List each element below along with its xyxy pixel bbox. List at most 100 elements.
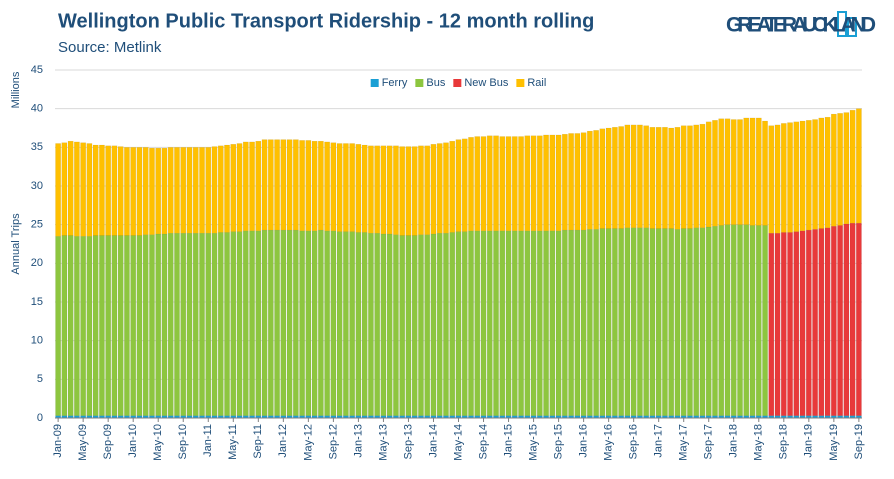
bar-segment xyxy=(355,144,362,233)
bar-segment xyxy=(280,229,287,416)
bar-segment xyxy=(155,147,162,235)
legend: Ferry Bus New Bus Rail xyxy=(370,77,546,89)
bar-segment xyxy=(443,232,449,416)
bar-segment xyxy=(255,140,262,232)
bar-segment xyxy=(380,233,387,416)
bar-segment xyxy=(780,123,787,233)
bar-segment xyxy=(824,227,831,416)
bar-segment xyxy=(455,139,462,232)
bar-segment xyxy=(687,125,693,229)
y-tick-label: 35 xyxy=(31,141,43,153)
logo-text: GREATER AUCKLAND xyxy=(726,14,876,37)
bar-segment xyxy=(655,127,662,229)
x-tick-label: Sep-17 xyxy=(703,424,715,459)
bar-segment xyxy=(618,126,624,229)
bar-segment xyxy=(568,133,574,231)
bar-segment xyxy=(67,235,74,416)
bar-segment xyxy=(649,228,656,416)
bar-segment xyxy=(174,232,180,416)
bar-segment xyxy=(443,142,449,234)
x-tick-label: May-18 xyxy=(753,424,765,461)
x-tick-label: Sep-18 xyxy=(778,424,790,459)
bar-segment xyxy=(849,110,856,224)
bar-segment xyxy=(568,229,574,416)
bar-segment xyxy=(812,119,818,230)
bar-segment xyxy=(192,232,199,416)
bar-segment xyxy=(536,135,543,232)
legend-label: Ferry xyxy=(382,77,408,89)
bar-segment xyxy=(580,229,587,416)
bar-segment xyxy=(618,228,624,416)
bar-segment xyxy=(186,232,193,416)
bar-segment xyxy=(730,119,737,225)
bar-segment xyxy=(374,232,381,416)
bar-segment xyxy=(762,120,768,226)
bar-segment xyxy=(236,231,243,416)
y-tick-label: 5 xyxy=(37,373,43,385)
bar-segment xyxy=(299,230,305,416)
bar-segment xyxy=(705,121,712,228)
bar-segment xyxy=(280,139,287,231)
bar-segment xyxy=(630,124,637,228)
bar-segment xyxy=(480,136,487,232)
bar-segment xyxy=(199,147,205,234)
bar-segment xyxy=(843,223,850,416)
bar-segment xyxy=(74,236,80,416)
bar-segment xyxy=(149,147,155,235)
bar-segment xyxy=(349,143,355,232)
bar-segment xyxy=(411,146,418,236)
bar-segment xyxy=(737,224,743,416)
bar-segment xyxy=(411,235,418,416)
bar-segment xyxy=(780,232,787,416)
bar-segment xyxy=(468,230,474,416)
chart-subtitle: Source: Metlink xyxy=(58,39,162,56)
bar-segment xyxy=(536,230,543,416)
bar-segment xyxy=(267,229,274,416)
bar-segment xyxy=(74,141,80,237)
bar-segment xyxy=(562,133,568,231)
logo: GREATER AUCKLAND xyxy=(726,11,876,37)
bar-segment xyxy=(318,229,324,416)
bar-segment xyxy=(117,235,124,416)
y-tick-label: 20 xyxy=(31,257,43,269)
bar-segment xyxy=(524,230,531,416)
logo-icon xyxy=(847,17,857,37)
bar-segment xyxy=(199,232,205,416)
bar-segment xyxy=(286,139,293,231)
chart-title: Wellington Public Transport Ridership - … xyxy=(58,10,594,32)
bar-segment xyxy=(224,232,230,416)
bar-segment xyxy=(505,230,512,416)
bar-segment xyxy=(111,235,118,416)
bar-segment xyxy=(305,140,312,232)
bar-segment xyxy=(405,235,412,416)
x-tick-label: Sep-15 xyxy=(552,424,564,459)
x-tick-label: Jan-11 xyxy=(202,424,214,457)
bar-segment xyxy=(92,235,99,416)
bar-segment xyxy=(480,230,487,416)
y-tick-label: 15 xyxy=(31,296,43,308)
legend-swatch xyxy=(516,79,525,87)
y-tick-label: 0 xyxy=(37,412,43,424)
bar-segment xyxy=(142,234,149,416)
bar-segment xyxy=(186,147,193,234)
bar-segment xyxy=(793,121,800,232)
x-tick-label: Jan-19 xyxy=(803,424,815,458)
x-tick-label: Jan-13 xyxy=(352,424,364,458)
legend-label: Rail xyxy=(527,77,546,89)
bar-segment xyxy=(374,145,381,234)
bar-segment xyxy=(449,140,456,233)
bar-segment xyxy=(286,229,293,416)
bar-segment xyxy=(643,125,650,228)
bar-segment xyxy=(787,232,793,416)
bar-segment xyxy=(518,136,524,232)
bar-segment xyxy=(105,145,112,236)
bar-segment xyxy=(205,147,212,234)
bar-segment xyxy=(167,147,174,234)
bar-segment xyxy=(837,113,843,226)
bar-segment xyxy=(787,122,793,233)
bar-segment xyxy=(368,145,374,234)
bar-segment xyxy=(180,147,187,234)
bar-segment xyxy=(311,230,318,416)
bar-segment xyxy=(274,229,280,416)
bar-segment xyxy=(743,117,750,225)
